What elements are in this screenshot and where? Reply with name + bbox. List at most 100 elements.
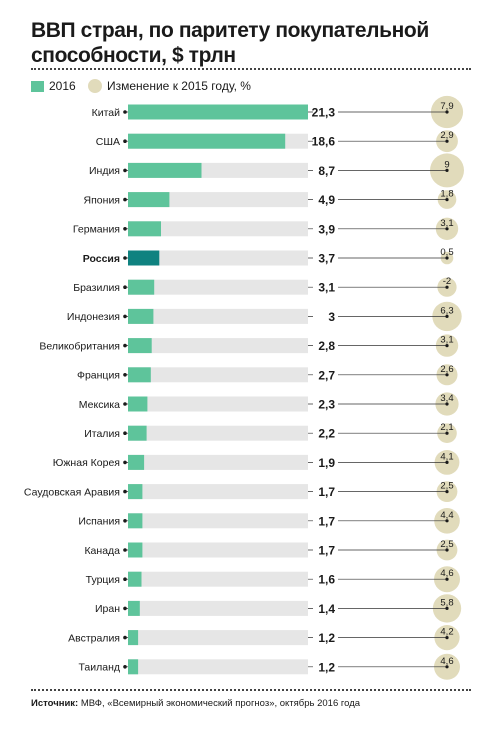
bar-track (128, 192, 308, 208)
change-value-label: 2,5 (440, 481, 453, 492)
gdp-bar (128, 484, 143, 500)
row-start-dot (123, 139, 127, 143)
gdp-value-label: 1,2 (318, 660, 335, 674)
gdp-bar (128, 600, 140, 616)
chart-row: Австралия 1,2 4,2 (68, 625, 460, 651)
gdp-value-label: 1,7 (318, 485, 335, 499)
bar-track (128, 250, 308, 266)
chart-row: Испания 1,7 4,4 (78, 508, 460, 534)
category-label: Австралия (68, 632, 120, 644)
gdp-value-label: 1,6 (318, 573, 335, 587)
row-end-dot (445, 285, 449, 289)
gdp-bar (128, 396, 148, 412)
gdp-bar (128, 250, 160, 266)
chart-row: Россия 3,7 0,5 (83, 247, 454, 266)
row-start-dot (123, 373, 127, 377)
gdp-bar (128, 221, 161, 237)
legend-label-change: Изменение к 2015 году, % (107, 79, 251, 93)
gdp-bar (128, 279, 155, 295)
row-end-dot (445, 110, 449, 114)
row-start-dot (123, 665, 127, 669)
bar-track (128, 396, 308, 412)
source-text: МВФ, «Всемирный экономический прогноз», … (78, 698, 361, 709)
category-label: Южная Корея (53, 457, 120, 469)
row-start-dot (123, 519, 127, 523)
category-label: Италия (84, 428, 120, 440)
value-label-bg (313, 483, 338, 500)
row-start-dot (123, 402, 127, 406)
category-label: Индия (89, 165, 120, 177)
gdp-value-label: 1,7 (318, 514, 335, 528)
value-label-bg (313, 220, 338, 237)
change-value-label: 4,1 (440, 451, 453, 462)
row-end-dot (445, 314, 449, 318)
value-label-bg (313, 191, 338, 208)
row-end-dot (445, 460, 449, 464)
row-end-dot (445, 548, 449, 552)
bar-track (128, 308, 308, 324)
chart-row: Индонезия 3 6,3 (67, 301, 462, 332)
gdp-bar (128, 192, 170, 208)
gdp-bar (128, 513, 143, 529)
gdp-value-label: 1,4 (318, 602, 335, 616)
legend-label-2016: 2016 (49, 79, 76, 93)
row-end-dot (445, 198, 449, 202)
gdp-bar (128, 308, 154, 324)
category-label: Мексика (79, 399, 120, 411)
category-label: Япония (84, 194, 120, 206)
gdp-bar (128, 367, 151, 383)
row-start-dot (123, 460, 127, 465)
change-value-label: 2,9 (440, 130, 453, 141)
row-end-dot (445, 168, 449, 172)
chart-row: Мексика 2,3 3,4 (79, 392, 459, 416)
row-end-dot (445, 344, 449, 348)
value-label-bg (313, 425, 338, 442)
gdp-value-label: 3,1 (318, 281, 335, 295)
category-label: Испания (78, 516, 120, 528)
bar-track (128, 513, 308, 529)
value-label-bg (313, 366, 338, 383)
source-note: Источник: МВФ, «Всемирный экономический … (31, 698, 360, 709)
bar-track (128, 630, 308, 646)
value-label-bg (313, 250, 338, 266)
change-value-label: 4,2 (440, 627, 453, 638)
row-end-dot (445, 227, 449, 231)
gdp-bar (128, 104, 308, 120)
bar-track (128, 279, 308, 295)
value-label-bg (313, 396, 338, 412)
row-start-dot (123, 168, 127, 173)
bar-track (128, 571, 308, 587)
change-value-label: 3,1 (440, 335, 453, 346)
gdp-value-label: 3,9 (318, 222, 335, 236)
gdp-value-label: 3,7 (318, 252, 335, 266)
bar-track (128, 367, 308, 383)
change-value-label: 6,3 (440, 305, 453, 316)
row-end-dot (445, 606, 449, 611)
change-value-label: 0,5 (440, 247, 453, 258)
value-label-bg (313, 600, 338, 617)
row-start-dot (123, 314, 127, 319)
category-label: Индонезия (67, 311, 120, 323)
bar-track (128, 542, 308, 558)
row-end-dot (445, 636, 449, 640)
chart-row: США 18,6 2,9 (96, 130, 458, 153)
bar-track (128, 659, 308, 675)
value-label-bg (313, 658, 338, 675)
value-label-bg (313, 571, 338, 588)
change-value-label: 3,4 (440, 393, 453, 404)
row-end-dot (445, 490, 449, 494)
row-start-dot (123, 548, 127, 552)
value-label-bg (313, 337, 338, 354)
gdp-bar (128, 162, 202, 178)
category-label: Иран (95, 603, 120, 615)
bar-track (128, 484, 308, 500)
category-label: Канада (84, 545, 120, 557)
gdp-value-label: 2,7 (318, 368, 335, 382)
title-divider (31, 68, 471, 70)
gdp-value-label: 3 (328, 310, 335, 324)
row-start-dot (123, 256, 127, 260)
row-end-dot (445, 373, 449, 377)
chart-row: Канада 1,7 2,5 (84, 539, 458, 561)
row-start-dot (123, 110, 127, 114)
